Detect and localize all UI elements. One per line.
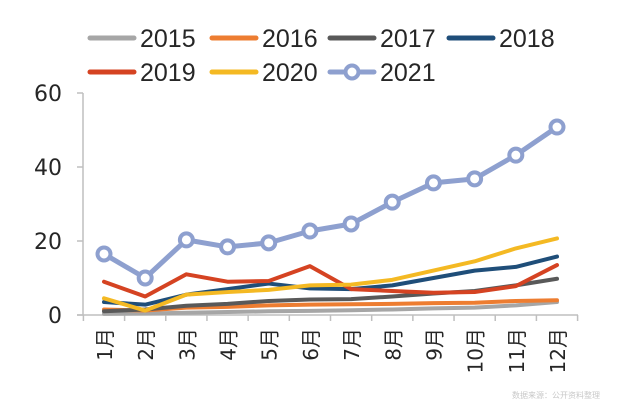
legend-label: 2018 xyxy=(499,25,555,53)
x-tick-label: 5月 xyxy=(258,328,282,361)
y-tick-label: 20 xyxy=(34,230,62,255)
legend-item-2021: 2021 xyxy=(327,59,436,87)
data-point-2021 xyxy=(177,231,195,249)
legend-marker xyxy=(343,63,361,81)
data-point-2021 xyxy=(548,118,566,136)
legend-item-2017: 2017 xyxy=(327,25,436,53)
x-tick-label: 10月 xyxy=(464,328,488,373)
legend-item-2020: 2020 xyxy=(209,59,318,87)
data-point-2021 xyxy=(136,269,154,287)
legend-label: 2019 xyxy=(140,59,196,87)
y-tick-label: 60 xyxy=(34,82,62,107)
data-point-2021 xyxy=(424,174,442,192)
data-point-2021 xyxy=(301,222,319,240)
watermark: 数据来源：公开资料整理 xyxy=(512,390,600,400)
legend: 2015 2016 2017 2018 2019 2020 2021 xyxy=(87,25,555,87)
x-tick-label: 3月 xyxy=(175,328,199,361)
legend-item-2015: 2015 xyxy=(87,25,196,53)
y-tick-label: 0 xyxy=(48,304,62,329)
data-point-2021 xyxy=(507,146,525,164)
legend-item-2018: 2018 xyxy=(446,25,555,53)
x-tick-label: 1月 xyxy=(93,328,117,361)
legend-label: 2015 xyxy=(140,25,196,53)
series-2021 xyxy=(95,118,566,287)
legend-label: 2016 xyxy=(262,25,318,53)
legend-item-2019: 2019 xyxy=(87,59,196,87)
series-line-2019 xyxy=(102,263,559,299)
series-line-2020 xyxy=(102,236,559,313)
series-2019 xyxy=(102,263,559,299)
x-tick-label: 2月 xyxy=(134,328,158,361)
x-tick-label: 7月 xyxy=(340,328,364,361)
x-tick-label: 6月 xyxy=(299,328,323,361)
data-point-2021 xyxy=(466,170,484,188)
x-tick-label: 12月 xyxy=(546,328,570,373)
x-tick-label: 9月 xyxy=(422,328,446,361)
data-point-2021 xyxy=(95,245,113,263)
data-point-2021 xyxy=(342,215,360,233)
series-layer xyxy=(95,118,566,316)
data-point-2021 xyxy=(260,234,278,252)
axes: 0 20 40 60 1月 2月 3月 4月 5月 6月 7月 8月 9月 10月 11月 12月 xyxy=(34,82,579,373)
x-tick-label: 4月 xyxy=(217,328,241,361)
legend-label: 2021 xyxy=(380,59,436,87)
data-point-2021 xyxy=(383,193,401,211)
legend-label: 2017 xyxy=(380,25,436,53)
series-line-2015 xyxy=(102,300,559,316)
y-tick-label: 40 xyxy=(34,156,62,181)
series-2020 xyxy=(102,236,559,313)
legend-label: 2020 xyxy=(262,59,318,87)
series-2015 xyxy=(102,300,559,316)
x-tick-label: 8月 xyxy=(381,328,405,361)
x-tick-label: 11月 xyxy=(505,328,529,373)
legend-item-2016: 2016 xyxy=(209,25,318,53)
data-point-2021 xyxy=(219,238,237,256)
